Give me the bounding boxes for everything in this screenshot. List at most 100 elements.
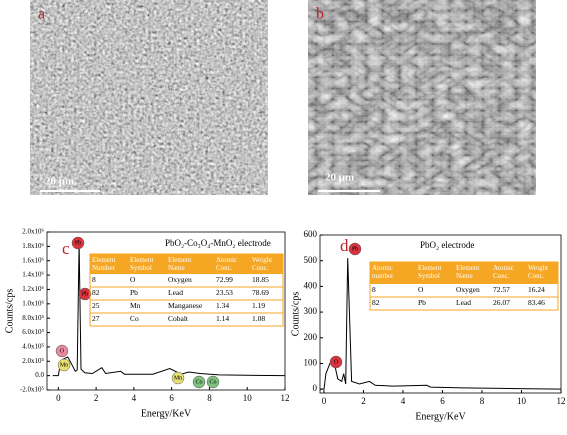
plot-frame: [319, 234, 562, 394]
x-tick-label: 10: [243, 393, 253, 403]
table-cell: 16.24: [528, 285, 545, 294]
table-cell: 8: [372, 285, 376, 294]
y-tick-label: 6.0x10⁵: [22, 328, 44, 336]
peak-marker: [55, 344, 69, 358]
table-cell: 1.34: [216, 301, 229, 310]
peak-marker: [171, 371, 185, 385]
table-header: Weight Conc.: [528, 264, 548, 280]
table-header-bg: [90, 254, 283, 274]
y-tick-label: 4.0x10⁵: [22, 343, 44, 351]
table-header: Element Name: [168, 256, 191, 272]
table-cell: 8: [92, 275, 96, 284]
peak-label: Pb: [352, 246, 358, 252]
x-tick-label: 6: [169, 393, 174, 403]
table-cell: 1.08: [252, 314, 265, 323]
peak-marker: [206, 375, 220, 389]
peak-label: Pb: [82, 291, 88, 297]
table-cell: 25: [92, 301, 100, 310]
y-tick-label: 500: [304, 255, 318, 265]
chart-title: PbO₂-Co₃O₄-MnO₂ electrode: [165, 238, 271, 248]
sem-image: [308, 0, 536, 195]
table-cell: 1.19: [252, 301, 265, 310]
table-cell: Manganese: [168, 301, 203, 310]
y-tick-label: 0.0: [35, 371, 44, 379]
x-tick-label: 0: [56, 393, 61, 403]
y-tick-label: 8.0x10⁵: [22, 314, 44, 322]
y-tick-label: 1.2x10⁶: [22, 285, 44, 293]
table-cell: 82: [372, 298, 380, 307]
panel-label: b: [316, 6, 324, 23]
table-cell: 18.85: [252, 275, 269, 284]
x-tick-label: 4: [132, 393, 137, 403]
table-header: Element Name: [456, 264, 479, 280]
table-cell: 72.57: [493, 285, 510, 294]
y-tick-label: 2.0x10⁵: [22, 357, 44, 365]
x-tick-label: 8: [207, 393, 212, 403]
x-tick-label: 12: [557, 396, 566, 406]
x-tick-label: 4: [401, 396, 406, 406]
panel-label: d: [340, 236, 349, 255]
table-header: Weight Conc.: [252, 256, 272, 272]
peak-label: Co: [195, 379, 202, 385]
table-cell: Mn: [130, 301, 141, 310]
table-header: Atomic Conc.: [216, 256, 237, 272]
plot-frame: [46, 231, 286, 391]
table-header-bg: [370, 262, 558, 284]
table-cell: 27: [92, 314, 100, 323]
peak-label: O: [60, 348, 65, 354]
peak-marker: [192, 375, 206, 389]
sem-image: [30, 0, 268, 195]
peak-marker: [57, 358, 71, 372]
table-cell: Co: [130, 314, 139, 323]
table-frame: [89, 253, 284, 327]
y-tick-label: 1.6x10⁶: [22, 256, 44, 264]
table-cell: Pb: [130, 288, 138, 297]
table-frame: [369, 261, 559, 311]
panel-label: c: [62, 239, 70, 258]
x-tick-label: 2: [94, 393, 99, 403]
peak-label: Mn: [174, 375, 182, 381]
scale-bar-label: 20 μm: [325, 172, 354, 184]
x-axis-label: Energy/KeV: [415, 411, 466, 422]
y-tick-label: 2.0x10⁶: [22, 228, 44, 236]
y-tick-label: 100: [304, 358, 318, 368]
table-cell: 82: [92, 288, 100, 297]
x-tick-label: 6: [440, 396, 445, 406]
y-tick-label: 300: [304, 306, 318, 316]
y-tick-label: 1.0x10⁶: [22, 299, 44, 307]
peak-label: Pb: [75, 240, 81, 246]
y-tick-label: 0: [313, 383, 318, 393]
y-tick-label: -2.0x10⁵: [20, 386, 45, 394]
table-cell: Oxygen: [168, 275, 192, 284]
peak-marker: [78, 287, 92, 301]
peak-marker: [71, 236, 85, 250]
table-cell: 72.99: [216, 275, 233, 284]
table-header: Atomic number: [372, 264, 394, 280]
peak-label: O: [334, 359, 339, 365]
table-cell: Pb: [418, 298, 426, 307]
y-axis-label: Counts/cps: [4, 289, 15, 334]
peak-marker: [329, 355, 343, 369]
y-tick-label: 200: [304, 332, 318, 342]
x-tick-label: 8: [480, 396, 485, 406]
table-cell: 23.53: [216, 288, 233, 297]
x-axis-label: Energy/KeV: [141, 408, 192, 419]
y-tick-label: 1.8x10⁶: [22, 242, 44, 250]
table-cell: 78.69: [252, 288, 269, 297]
x-tick-label: 0: [322, 396, 327, 406]
table-cell: 1.14: [216, 314, 229, 323]
chart-title: PbO₂ electrode: [420, 240, 474, 250]
x-tick-label: 10: [517, 396, 527, 406]
table-cell: Oxygen: [456, 285, 480, 294]
y-tick-label: 400: [304, 280, 318, 290]
table-cell: 26.07: [493, 298, 510, 307]
y-axis-label: Counts/cps: [290, 292, 301, 337]
table-cell: O: [130, 275, 136, 284]
table-cell: 83.46: [528, 298, 545, 307]
x-tick-label: 12: [281, 393, 290, 403]
y-tick-label: 600: [304, 229, 318, 239]
table-header: Element Symbol: [130, 256, 153, 272]
table-header: Element Symbol: [418, 264, 441, 280]
spectrum-line: [52, 242, 286, 377]
